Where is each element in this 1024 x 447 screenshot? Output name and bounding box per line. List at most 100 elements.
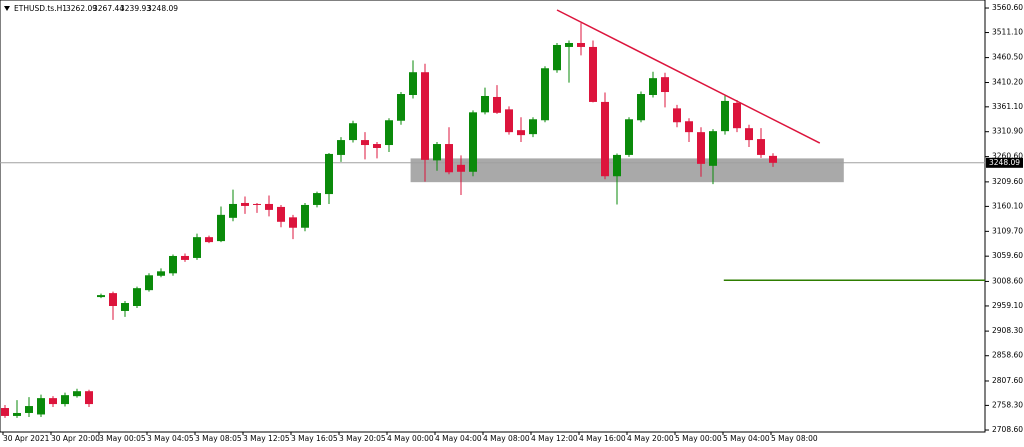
candle-body (325, 153, 333, 195)
candle-body (49, 398, 57, 405)
candle-body (685, 121, 693, 133)
candle-body (301, 204, 309, 228)
candle-body (241, 202, 249, 206)
x-tick-label: 5 May 00:00 (675, 434, 722, 443)
candle-body (277, 206, 285, 222)
candle-body (433, 144, 441, 161)
candle-body (121, 303, 129, 311)
candle-body (37, 398, 45, 415)
y-tick-label: 2807.60 (992, 376, 1023, 385)
candle-body (313, 193, 321, 205)
candle-body (349, 123, 357, 141)
candle-body (757, 139, 765, 155)
candle-body (97, 295, 105, 298)
candle-body (697, 132, 705, 164)
header-open: 3262.09 (66, 4, 97, 13)
candle-body (493, 96, 501, 113)
y-tick-label: 3059.60 (992, 251, 1023, 260)
candle-body (337, 140, 345, 155)
candle-body (265, 203, 273, 210)
header-close: 3248.09 (147, 4, 178, 13)
x-tick-label: 4 May 08:00 (483, 434, 530, 443)
candle-body (709, 131, 717, 166)
x-tick-label: 30 Apr 2021 (3, 434, 50, 443)
x-tick-label: 3 May 12:05 (243, 434, 290, 443)
header-low: 3239.93 (120, 4, 151, 13)
candle-body (469, 112, 477, 172)
candle-body (205, 237, 213, 243)
candle-body (229, 203, 237, 218)
x-tick-label: 3 May 00:05 (99, 434, 146, 443)
candle-body (481, 95, 489, 113)
y-tick-label: 3260.60 (992, 152, 1023, 161)
x-tick-label: 3 May 08:05 (195, 434, 242, 443)
candle-body (505, 109, 513, 133)
candle-body (169, 255, 177, 274)
candle-body (157, 271, 165, 276)
candle-body (13, 412, 21, 416)
y-tick-label: 3109.70 (992, 226, 1023, 235)
x-tick-label: 4 May 04:00 (435, 434, 482, 443)
x-tick-label: 4 May 20:00 (627, 434, 674, 443)
candle-body (601, 101, 609, 177)
candle-body (25, 406, 33, 413)
y-tick-label: 3361.10 (992, 102, 1023, 111)
y-tick-label: 3310.90 (992, 127, 1023, 136)
x-tick-label: 4 May 16:00 (579, 434, 626, 443)
candle-body (625, 119, 633, 155)
candle-body (565, 42, 573, 47)
y-tick-label: 3511.10 (992, 28, 1023, 37)
y-tick-label: 3460.50 (992, 53, 1023, 62)
candle-body (517, 130, 525, 136)
price-label: 3248.09 (989, 158, 1020, 167)
candle-body (85, 391, 93, 405)
y-tick-label: 3209.60 (992, 177, 1023, 186)
y-tick-label: 2908.30 (992, 326, 1023, 335)
candle-body (289, 217, 297, 228)
candle-body (529, 119, 537, 135)
y-tick-label: 3160.10 (992, 201, 1023, 210)
candle-body (217, 214, 225, 242)
candle-body (109, 293, 117, 306)
candle-body (361, 140, 369, 146)
candle-body (253, 203, 261, 205)
candle-body (769, 155, 777, 163)
candle-body (193, 237, 201, 258)
candle-body (133, 288, 141, 306)
chart-title: ETHUSD.ts.H1 (14, 4, 67, 13)
candle-body (541, 68, 549, 121)
candle-body (721, 100, 729, 132)
price-label-box (986, 157, 1023, 168)
candle-body (409, 72, 417, 95)
symbol-marker (4, 6, 10, 11)
x-tick-label: 3 May 04:05 (147, 434, 194, 443)
candle-body (673, 108, 681, 123)
candle-body (73, 391, 81, 397)
x-tick-label: 4 May 12:00 (531, 434, 578, 443)
plot-frame (0, 0, 986, 433)
candle-body (181, 255, 189, 260)
x-tick-label: 4 May 00:00 (387, 434, 434, 443)
candle-body (457, 164, 465, 172)
candle-body (613, 154, 621, 177)
y-tick-label: 3008.60 (992, 276, 1023, 285)
candle-body (145, 275, 153, 291)
y-tick-label: 3410.20 (992, 78, 1023, 87)
y-tick-label: 2858.60 (992, 351, 1023, 360)
candle-body (1, 408, 9, 416)
candle-body (553, 44, 561, 71)
x-tick-label: 3 May 16:05 (291, 434, 338, 443)
y-tick-label: 3560.60 (992, 3, 1023, 12)
x-tick-label: 3 May 20:05 (339, 434, 386, 443)
candle-body (445, 144, 453, 173)
annotation-line (556, 9, 821, 144)
candle-body (577, 42, 585, 47)
candle-body (661, 77, 669, 93)
y-tick-label: 2708.60 (992, 425, 1023, 434)
x-tick-label: 30 Apr 20:00 (51, 434, 100, 443)
candle-body (421, 72, 429, 160)
zone (410, 158, 844, 183)
x-tick-label: 5 May 08:00 (771, 434, 818, 443)
